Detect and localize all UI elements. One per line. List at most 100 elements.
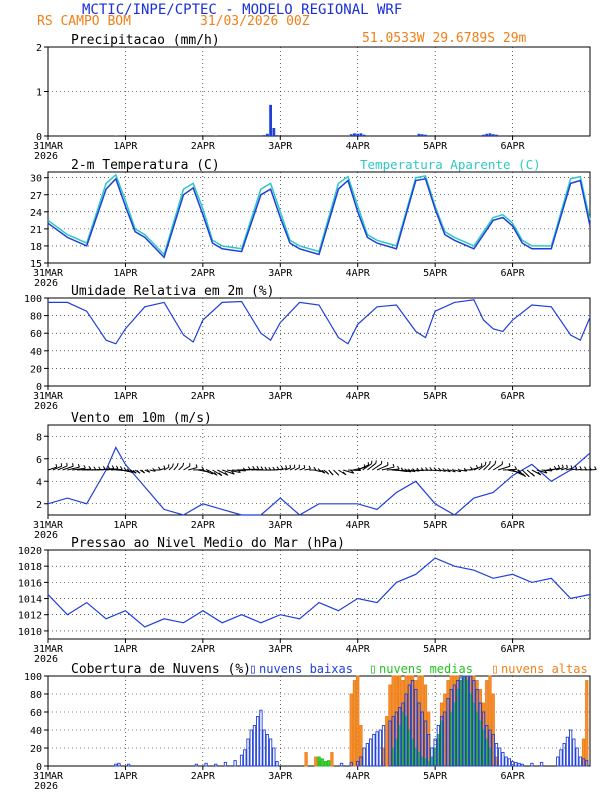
x-tick-label: 4APR xyxy=(346,520,371,531)
y-tick-label: 27 xyxy=(30,191,42,202)
high-cloud-bar xyxy=(330,752,334,767)
y-tick-label: 1020 xyxy=(18,546,42,557)
wind-barb xyxy=(343,469,354,474)
low-cloud-bar xyxy=(565,736,570,767)
series-line-wind xyxy=(47,446,591,516)
low-cloud-bar xyxy=(365,743,370,767)
panel-rh: 0 20 40 60 80 100 31MAR 1APR 2APR 3APR 4APR 5APR 6AP… xyxy=(24,284,591,412)
y-tick-label: 60 xyxy=(30,329,42,340)
y-tick-label: 80 xyxy=(30,312,42,323)
wind-barb xyxy=(168,466,173,471)
low-cloud-bar xyxy=(375,731,379,767)
y-tick-label: 0 xyxy=(36,132,42,143)
low-cloud-bar xyxy=(459,677,463,767)
panel-title: Umidade Relativa em 2m (%) xyxy=(71,284,275,299)
wind-barb xyxy=(386,468,400,471)
x-tick-label: 5APR xyxy=(423,268,448,279)
wind-barb xyxy=(512,469,524,476)
wind-barb-flag xyxy=(213,471,218,476)
x-year-label: 2026 xyxy=(34,654,58,665)
mid-cloud-bar xyxy=(320,758,324,767)
wind-barb-flag xyxy=(446,468,451,473)
wind-barb-flag xyxy=(508,463,511,467)
precip-bar xyxy=(488,133,492,136)
low-cloud-bar xyxy=(265,734,270,767)
low-cloud-bar xyxy=(494,743,499,767)
low-cloud-bar xyxy=(262,729,266,767)
x-year-label: 2026 xyxy=(34,401,58,412)
wind-barb xyxy=(560,467,568,471)
panel-frame xyxy=(47,549,591,640)
x-tick-label: 2APR xyxy=(191,644,216,655)
y-tick-label: 30 xyxy=(30,174,42,185)
wind-barb xyxy=(163,466,169,471)
x-tick-label: 31MAR xyxy=(33,268,64,279)
high-cloud-bar xyxy=(585,680,589,767)
series-line-apparent-temperature xyxy=(47,173,591,256)
low-cloud-bar xyxy=(443,711,447,767)
series-line-temperature xyxy=(47,177,591,259)
high-cloud-bar xyxy=(314,756,318,767)
panel-title: Precipitacao (mm/h) xyxy=(71,33,220,48)
panel-title: Cobertura de Nuvens (%) xyxy=(71,662,251,677)
low-cloud-bar xyxy=(359,756,363,767)
legend-low-marker: ▯ xyxy=(249,662,257,677)
low-cloud-bar xyxy=(214,763,218,767)
low-cloud-bar xyxy=(507,758,511,767)
wind-barb-flag xyxy=(325,470,330,475)
low-cloud-bar xyxy=(452,684,457,767)
low-cloud-bar xyxy=(356,761,360,767)
y-tick-label: 1010 xyxy=(18,627,42,638)
x-tick-label: 1APR xyxy=(113,644,138,655)
low-cloud-bar xyxy=(388,720,392,767)
panel-title: 2-m Temperatura (C) xyxy=(71,158,220,173)
x-tick-label: 5APR xyxy=(423,141,448,152)
wind-barb-flag xyxy=(350,469,355,474)
wind-barb-flag xyxy=(313,466,317,471)
wind-barb-flag xyxy=(329,471,334,476)
y-tick-label: 0 xyxy=(36,762,42,773)
x-year-label: 2026 xyxy=(34,781,58,792)
x-year-label: 2026 xyxy=(34,278,58,289)
wind-barb xyxy=(565,467,573,471)
panel-frame xyxy=(47,297,591,387)
wind-barb-flag xyxy=(231,470,235,475)
y-tick-label: 21 xyxy=(30,225,42,236)
wind-barb xyxy=(348,469,361,472)
low-cloud-bar xyxy=(504,756,508,767)
wind-barb xyxy=(589,468,597,471)
wind-barb-flag xyxy=(489,460,491,465)
x-tick-label: 31MAR xyxy=(33,644,64,655)
wind-barb-flag xyxy=(397,465,400,470)
low-cloud-bar xyxy=(233,760,237,767)
precip-bar xyxy=(272,127,276,136)
low-cloud-bar xyxy=(268,738,273,767)
x-tick-label: 6APR xyxy=(501,520,526,531)
x-tick-label: 1APR xyxy=(113,771,138,782)
wind-barb-flag xyxy=(205,468,210,473)
wind-barb xyxy=(222,469,235,475)
wind-barb-flag xyxy=(561,464,564,468)
wind-barb-flag xyxy=(172,463,174,467)
x-tick-label: 2APR xyxy=(191,771,216,782)
panel-frame xyxy=(47,675,591,767)
low-cloud-bar xyxy=(475,689,479,767)
wind-barb-flag xyxy=(308,465,311,470)
wind-barb-flag xyxy=(111,465,115,469)
y-tick-label: 0 xyxy=(36,382,42,393)
wind-barb-flag xyxy=(256,465,260,470)
panel-title: Vento em 10m (m/s) xyxy=(71,411,212,426)
low-cloud-bar xyxy=(585,760,589,767)
y-tick-label: 80 xyxy=(30,690,42,701)
precip-bar xyxy=(269,104,273,136)
wind-barb xyxy=(125,469,134,474)
wind-barb xyxy=(478,464,486,471)
x-tick-label: 6APR xyxy=(501,268,526,279)
wind-barb-flag xyxy=(264,466,268,471)
wind-barb-flag xyxy=(525,473,530,478)
precip-bar xyxy=(362,134,366,136)
precip-bar xyxy=(424,134,427,136)
high-cloud-bar xyxy=(385,716,389,767)
low-cloud-bar xyxy=(275,761,279,767)
wind-barb xyxy=(483,463,490,471)
